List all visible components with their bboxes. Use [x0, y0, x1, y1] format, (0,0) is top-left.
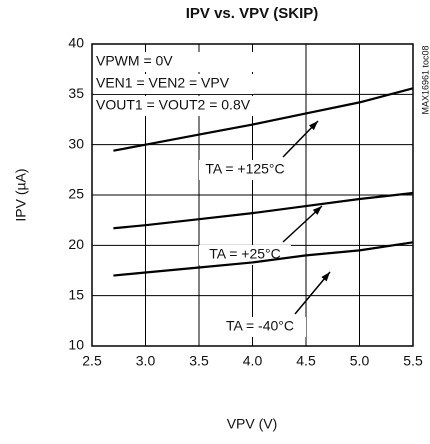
series-label-bg	[199, 160, 291, 180]
y-tick-label: 25	[68, 186, 84, 202]
x-tick-label: 3.5	[189, 353, 209, 369]
series-label: TA = +25°C	[209, 246, 281, 262]
x-tick-label: 2.5	[82, 353, 102, 369]
annotation-bg	[94, 96, 254, 116]
series-line	[113, 191, 414, 230]
annotation-bg	[94, 74, 254, 94]
annotation: VOUT1 = VOUT2 = 0.8V	[96, 97, 251, 113]
x-tick-label: 4.5	[296, 353, 316, 369]
arrow-head	[312, 206, 322, 215]
x-tick-label: 5.5	[403, 353, 423, 369]
arrow-head	[321, 272, 330, 282]
y-tick-label: 35	[68, 85, 84, 101]
annotation: VEN1 = VEN2 = VPV	[96, 75, 230, 91]
x-tick-label: 5.0	[350, 353, 370, 369]
series-label-bg	[214, 317, 306, 337]
y-axis-label: IPV (µA)	[13, 168, 29, 221]
annotation-bg	[94, 52, 254, 72]
x-axis-label: VPV (V)	[227, 416, 278, 432]
series-line	[113, 241, 414, 277]
y-tick-label: 40	[68, 35, 84, 51]
y-tick-label: 30	[68, 135, 84, 151]
series-line	[113, 87, 414, 152]
side-note: MAX16961 toc08	[420, 45, 430, 114]
arrow-head	[308, 121, 318, 131]
x-tick-label: 4.0	[243, 353, 263, 369]
y-tick-label: 20	[68, 236, 84, 252]
chart-title: IPV vs. VPV (SKIP)	[186, 5, 319, 22]
y-tick-label: 15	[68, 286, 84, 302]
annotation: VPWM = 0V	[96, 53, 173, 69]
series-label: TA = -40°C	[226, 318, 294, 334]
x-tick-label: 3.0	[136, 353, 156, 369]
series-label: TA = +125°C	[205, 161, 284, 177]
y-tick-label: 10	[68, 337, 84, 353]
